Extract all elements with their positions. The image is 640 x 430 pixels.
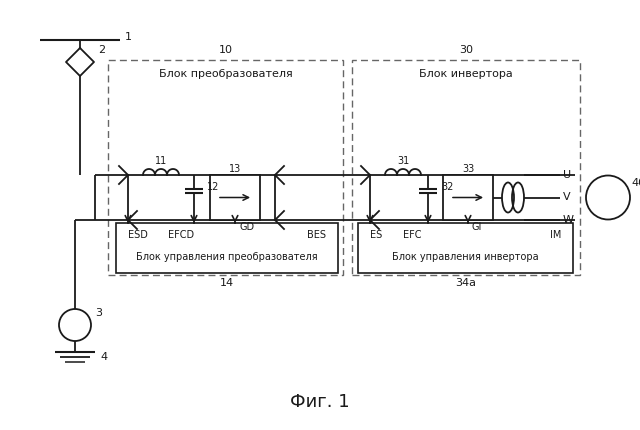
Text: BES: BES <box>307 230 326 240</box>
Text: Блок преобразователя: Блок преобразователя <box>159 69 292 79</box>
Text: IM: IM <box>550 230 561 240</box>
Text: W: W <box>563 215 574 225</box>
Bar <box>352 60 580 275</box>
Text: 4: 4 <box>100 352 107 362</box>
Text: Блок инвертора: Блок инвертора <box>419 69 513 79</box>
Text: Фиг. 1: Фиг. 1 <box>290 393 350 411</box>
Text: 2: 2 <box>98 45 105 55</box>
Text: 10: 10 <box>218 45 232 55</box>
Bar <box>210 175 260 220</box>
Text: Блок управления преобразователя: Блок управления преобразователя <box>136 252 318 262</box>
Text: EFCD: EFCD <box>168 230 194 240</box>
Bar <box>108 60 343 275</box>
Text: 32: 32 <box>441 182 453 192</box>
Text: 13: 13 <box>229 164 241 174</box>
Text: 40: 40 <box>631 178 640 187</box>
Bar <box>116 223 338 273</box>
Text: 31: 31 <box>397 156 409 166</box>
Text: 30: 30 <box>459 45 473 55</box>
Text: Блок управления инвертора: Блок управления инвертора <box>392 252 539 262</box>
Text: 1: 1 <box>125 32 132 42</box>
Text: 34a: 34a <box>455 278 476 288</box>
Text: GD: GD <box>239 222 254 232</box>
Text: 11: 11 <box>155 156 167 166</box>
Bar <box>443 175 493 220</box>
Text: 14: 14 <box>220 278 234 288</box>
Text: EFC: EFC <box>403 230 422 240</box>
Text: 33: 33 <box>462 164 474 174</box>
Text: 12: 12 <box>207 182 220 192</box>
Text: GI: GI <box>472 222 483 232</box>
Text: ESD: ESD <box>128 230 148 240</box>
Text: 3: 3 <box>95 308 102 318</box>
Text: ES: ES <box>370 230 382 240</box>
Bar <box>358 223 573 273</box>
Text: U: U <box>563 170 571 180</box>
Text: V: V <box>563 193 571 203</box>
